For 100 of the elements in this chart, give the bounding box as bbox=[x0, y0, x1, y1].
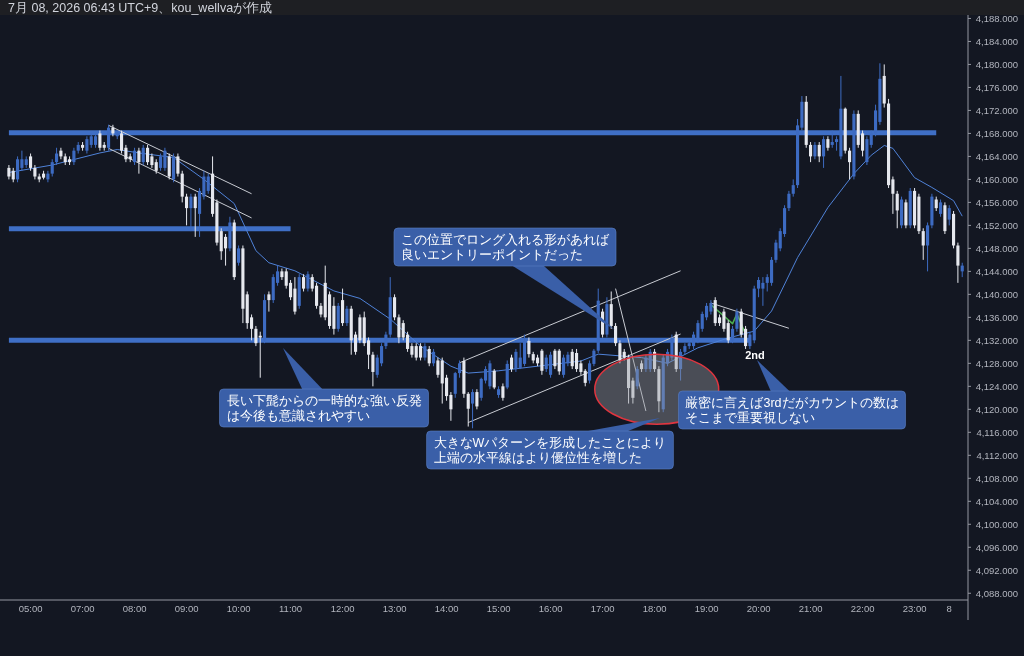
candlestick bbox=[193, 193, 197, 238]
candlestick bbox=[254, 325, 258, 347]
candlestick bbox=[137, 147, 141, 175]
y-tick-label: 4,104.000 bbox=[975, 495, 1018, 507]
candlestick bbox=[336, 302, 340, 333]
candlestick bbox=[293, 276, 297, 315]
candlestick bbox=[146, 144, 150, 166]
candlestick bbox=[176, 153, 180, 178]
candlestick bbox=[557, 348, 561, 376]
x-tick-label: 05:00 bbox=[18, 603, 43, 614]
candlestick bbox=[341, 288, 345, 327]
candlestick bbox=[956, 242, 960, 284]
y-tick-label: 4,132.000 bbox=[975, 334, 1018, 346]
candlestick bbox=[332, 296, 336, 336]
annotation: 大きなWパターンを形成したことにより上端の水平線はより優位性を増した bbox=[433, 436, 667, 465]
x-tick-label: 23:00 bbox=[902, 603, 927, 614]
candlestick bbox=[471, 388, 475, 429]
candlestick bbox=[757, 276, 761, 298]
x-tick-label: 13:00 bbox=[382, 603, 407, 614]
candlestick bbox=[141, 144, 145, 166]
candlestick bbox=[224, 233, 228, 267]
y-tick-label: 4,140.000 bbox=[975, 288, 1018, 300]
y-tick-label: 4,088.000 bbox=[975, 587, 1018, 599]
x-tick-label: 11:00 bbox=[279, 603, 303, 614]
y-tick-label: 4,120.000 bbox=[975, 403, 1018, 415]
x-tick-label: 8 bbox=[946, 603, 952, 614]
x-tick-label: 10:00 bbox=[226, 603, 251, 614]
y-tick-label: 4,160.000 bbox=[975, 173, 1018, 185]
y-tick-label: 4,096.000 bbox=[975, 541, 1018, 553]
annotation: この位置でロング入れる形があれば良いエントリーポイントだった bbox=[401, 233, 610, 262]
y-tick-label: 4,156.000 bbox=[975, 196, 1018, 208]
line-series bbox=[8, 144, 963, 374]
candlestick bbox=[172, 153, 176, 183]
candlestick bbox=[726, 319, 730, 344]
x-tick-label: 20:00 bbox=[746, 603, 771, 614]
x-tick-label: 14:00 bbox=[434, 603, 459, 614]
candlestick bbox=[527, 336, 531, 359]
candlestick bbox=[774, 239, 778, 264]
candlestick bbox=[618, 339, 622, 364]
x-tick-label: 16:00 bbox=[538, 603, 563, 614]
candlestick bbox=[947, 204, 951, 226]
candlestick bbox=[163, 147, 167, 172]
candlestick bbox=[817, 141, 821, 163]
candlestick bbox=[514, 348, 518, 373]
candlestick bbox=[635, 365, 639, 390]
candlestick bbox=[488, 359, 492, 390]
candlestick bbox=[921, 227, 925, 261]
candlestick bbox=[761, 276, 765, 307]
y-tick-label: 4,112.000 bbox=[976, 449, 1018, 461]
candlestick bbox=[549, 351, 553, 379]
candlestick bbox=[167, 153, 171, 180]
candlestick bbox=[453, 371, 457, 399]
candlestick bbox=[206, 173, 210, 195]
x-tick-label: 09:00 bbox=[174, 603, 199, 614]
y-tick-label: 4,124.000 bbox=[975, 380, 1018, 392]
candlestick bbox=[722, 308, 726, 333]
candlestick bbox=[267, 290, 271, 313]
candlestick bbox=[575, 348, 579, 373]
candlestick bbox=[570, 348, 574, 370]
y-tick-label: 4,092.000 bbox=[975, 564, 1018, 576]
candlestick bbox=[16, 155, 20, 183]
candlestick bbox=[770, 256, 774, 287]
x-tick-label: 21:00 bbox=[798, 603, 823, 614]
candlestick bbox=[271, 273, 275, 304]
candlestick bbox=[180, 170, 184, 203]
y-tick-label: 4,136.000 bbox=[975, 311, 1018, 323]
annotation: 長い下髭からの一時的な強い反発は今後も意識されやすい bbox=[226, 394, 422, 423]
candlestick bbox=[492, 368, 496, 390]
candlestick bbox=[120, 130, 124, 155]
annotation: 厳密に言えば3rdだがカウントの数はそこまで重要視しない bbox=[685, 395, 899, 425]
candlestick bbox=[904, 199, 908, 229]
candlestick bbox=[98, 130, 102, 152]
candlestick bbox=[562, 354, 566, 379]
y-tick-label: 4,180.000 bbox=[975, 58, 1018, 70]
candlestick bbox=[345, 305, 349, 327]
y-tick-label: 4,144.000 bbox=[975, 265, 1018, 277]
x-tick-label: 15:00 bbox=[486, 603, 511, 614]
candlestick bbox=[237, 245, 241, 267]
x-tick-label: 22:00 bbox=[850, 603, 875, 614]
candlestick bbox=[427, 345, 431, 367]
candlestick bbox=[679, 348, 683, 382]
x-tick-label: 12:00 bbox=[330, 603, 355, 614]
candlestick bbox=[926, 222, 930, 272]
y-tick-label: 4,128.000 bbox=[975, 357, 1018, 369]
candlestick bbox=[393, 293, 397, 321]
candlestick bbox=[397, 313, 401, 344]
candlestick bbox=[436, 357, 440, 379]
candlestick bbox=[475, 388, 479, 410]
chart-title: 7月 08, 2026 06:43 UTC+9、kou_wellvaが作成 bbox=[8, 1, 273, 15]
y-tick-label: 4,176.000 bbox=[975, 81, 1018, 93]
candlestick bbox=[609, 290, 613, 330]
candlestick bbox=[787, 190, 791, 212]
y-tick-label: 4,164.000 bbox=[975, 150, 1018, 162]
y-tick-label: 4,172.000 bbox=[975, 104, 1018, 116]
candlestick bbox=[809, 141, 813, 163]
candlestick bbox=[466, 391, 470, 428]
candlestick bbox=[614, 322, 618, 347]
candlestick bbox=[505, 359, 509, 390]
x-tick-label: 17:00 bbox=[590, 603, 615, 614]
candlestick bbox=[371, 351, 375, 387]
